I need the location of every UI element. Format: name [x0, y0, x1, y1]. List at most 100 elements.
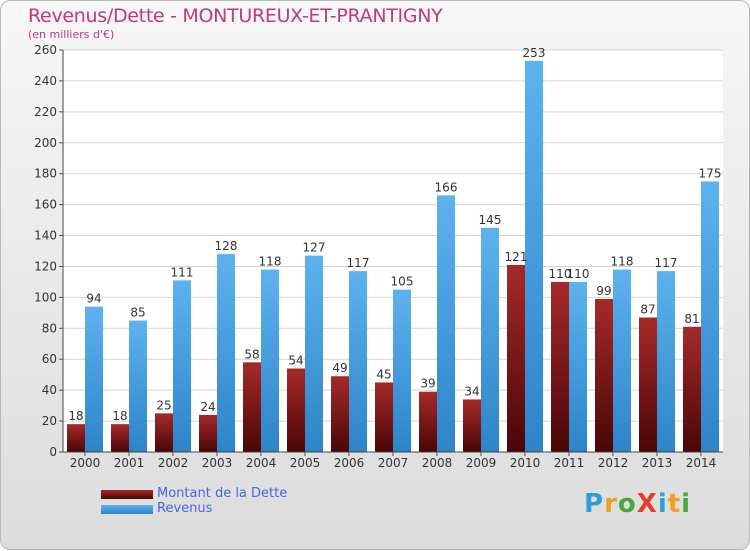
bar-revenue: [525, 60, 543, 452]
chart-title: Revenus/Dette - MONTUREUX-ET-PRANTIGNY: [28, 5, 443, 27]
data-label-revenue: 85: [130, 306, 145, 320]
data-label-revenue: 111: [171, 265, 194, 279]
brand-letter: r: [604, 489, 618, 519]
brand-letter: X: [636, 489, 658, 519]
x-tick-label: 2001: [114, 456, 145, 470]
bar-revenue: [437, 195, 455, 453]
data-label-debt: 58: [244, 347, 259, 361]
y-tick-label: 80: [42, 321, 57, 335]
data-label-debt: 34: [464, 384, 479, 398]
data-label-debt: 49: [332, 361, 347, 375]
data-label-debt: 54: [288, 354, 303, 368]
x-tick-label: 2003: [202, 456, 233, 470]
data-label-debt: 39: [420, 377, 435, 391]
legend-swatch-revenue: [101, 505, 153, 514]
data-label-revenue: 175: [699, 166, 722, 180]
y-tick-label: 60: [42, 352, 57, 366]
data-label-revenue: 128: [215, 239, 238, 253]
x-tick-label: 2011: [554, 456, 585, 470]
bar-debt: [67, 424, 85, 452]
x-tick-label: 2006: [334, 456, 365, 470]
brand-logo: ProXiti: [584, 489, 691, 519]
x-tick-label: 2009: [466, 456, 497, 470]
data-label-debt: 99: [596, 284, 611, 298]
y-tick-label: 240: [34, 74, 57, 88]
data-label-debt: 81: [684, 312, 699, 326]
data-label-debt: 121: [505, 250, 528, 264]
bar-debt: [419, 391, 437, 452]
bar-revenue: [613, 269, 631, 452]
data-label-debt: 18: [68, 409, 83, 423]
legend-swatch-debt: [101, 490, 153, 499]
data-label-revenue: 110: [567, 267, 590, 281]
x-tick-label: 2005: [290, 456, 321, 470]
data-label-revenue: 145: [479, 213, 502, 227]
bar-revenue: [569, 281, 587, 452]
data-label-debt: 24: [200, 400, 215, 414]
bar-debt: [683, 326, 701, 452]
brand-letter: i: [657, 489, 668, 519]
bar-debt: [375, 382, 393, 452]
data-label-debt: 87: [640, 302, 655, 316]
y-tick-label: 160: [34, 198, 57, 212]
data-label-revenue: 105: [391, 275, 414, 289]
x-tick-label: 2002: [158, 456, 189, 470]
bar-revenue: [393, 289, 411, 452]
bar-debt: [155, 413, 173, 452]
data-label-revenue: 117: [655, 256, 678, 270]
bar-debt: [551, 281, 569, 452]
data-label-debt: 45: [376, 367, 391, 381]
x-tick-label: 2004: [246, 456, 277, 470]
bar-debt: [507, 264, 525, 452]
bar-revenue: [305, 255, 323, 452]
y-tick-label: 20: [42, 414, 57, 428]
y-tick-label: 40: [42, 383, 57, 397]
legend-label-debt: Montant de la Dette: [157, 486, 288, 501]
data-label-revenue: 127: [303, 241, 326, 255]
x-tick-label: 2010: [510, 456, 541, 470]
bar-revenue: [481, 227, 499, 452]
data-label-revenue: 118: [259, 255, 282, 269]
data-label-debt: 18: [112, 409, 127, 423]
brand-letter: t: [667, 489, 682, 519]
bar-debt: [243, 362, 261, 452]
x-tick-label: 2013: [642, 456, 673, 470]
data-label-revenue: 117: [347, 256, 370, 270]
y-tick-label: 100: [34, 290, 57, 304]
data-label-debt: 110: [549, 267, 572, 281]
bar-debt: [287, 368, 305, 452]
brand-letter: i: [681, 489, 692, 519]
y-tick-label: 220: [34, 105, 57, 119]
bar-debt: [199, 414, 217, 452]
y-tick-label: 180: [34, 167, 57, 181]
bar-debt: [331, 376, 349, 452]
x-tick-label: 2014: [686, 456, 717, 470]
bar-debt: [463, 399, 481, 452]
brand-letter: o: [617, 489, 637, 519]
bar-debt: [111, 424, 129, 452]
x-tick-label: 2008: [422, 456, 453, 470]
data-label-debt: 25: [156, 398, 171, 412]
y-tick-label: 200: [34, 136, 57, 150]
bar-revenue: [85, 306, 103, 452]
bar-revenue: [261, 269, 279, 452]
y-tick-label: 0: [49, 445, 57, 459]
bar-revenue: [217, 254, 235, 452]
data-label-revenue: 166: [435, 180, 458, 194]
bar-revenue: [173, 280, 191, 452]
bar-revenue: [349, 271, 367, 452]
data-label-revenue: 118: [611, 255, 634, 269]
bar-revenue: [657, 271, 675, 452]
data-label-revenue: 94: [86, 292, 101, 306]
y-tick-label: 260: [34, 43, 57, 57]
bar-debt: [639, 317, 657, 452]
x-tick-label: 2007: [378, 456, 409, 470]
chart-subtitle: (en milliers d'€): [28, 28, 115, 41]
data-label-revenue: 253: [523, 46, 546, 60]
bar-debt: [595, 298, 613, 452]
y-tick-label: 140: [34, 229, 57, 243]
bar-revenue: [129, 320, 147, 452]
x-tick-label: 2012: [598, 456, 629, 470]
